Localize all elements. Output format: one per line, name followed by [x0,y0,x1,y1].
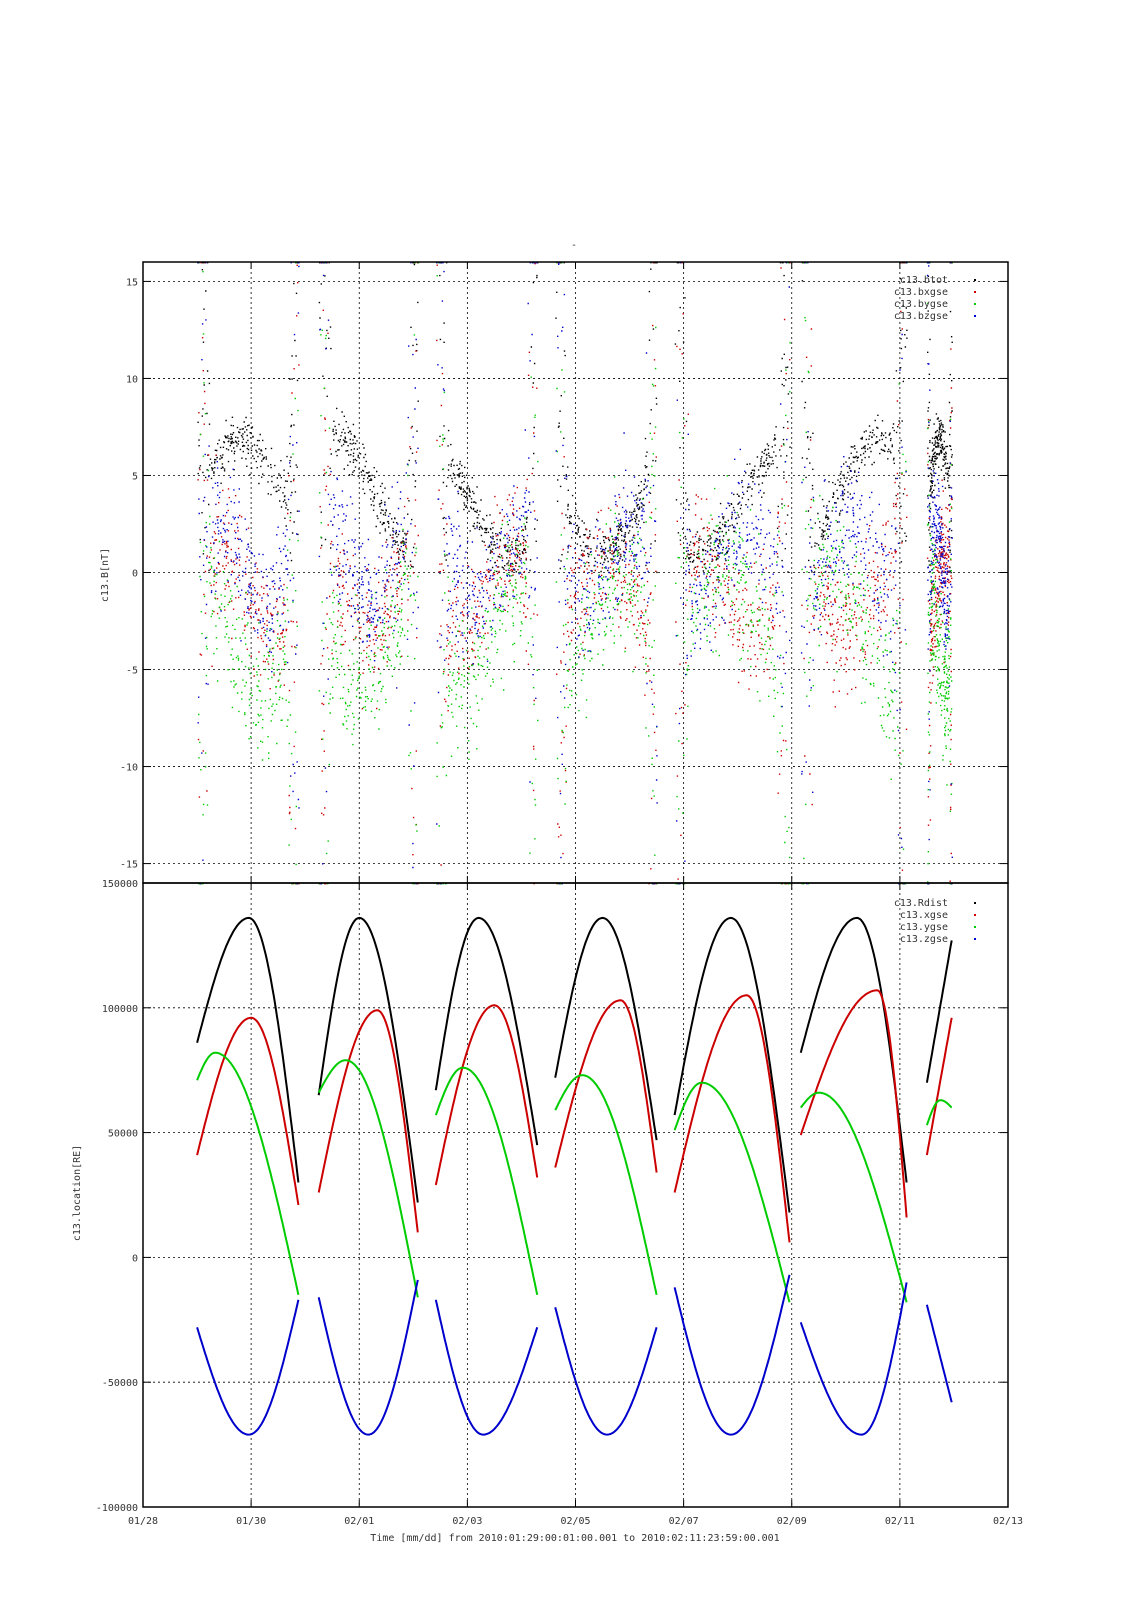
bottom-grid [143,883,1008,1507]
x-tick-label: 02/07 [669,1516,699,1527]
top-legend-label: c13.bxgse [894,287,948,298]
x-tick-label: 01/28 [128,1516,158,1527]
top-legend-label: c13.btot [900,275,948,286]
b-field-points [197,262,954,885]
bottom-legend-label: c13.xgse [900,910,948,921]
x-tick-label: 02/05 [560,1516,590,1527]
bottom-y-tick-label: -50000 [102,1378,138,1389]
x-tick-label: 02/13 [993,1516,1023,1527]
bottom-y-tick-label: 50000 [108,1129,138,1140]
top-y-tick-label: 10 [126,374,138,385]
top-legend-swatch [974,303,976,305]
top-legend-label: c13.bygse [894,299,948,310]
orbit-segment [317,1279,419,1436]
top-y-tick-label: 5 [132,471,138,482]
orbit-segment [196,1016,300,1206]
top-y-tick-label: -10 [120,763,138,774]
bottom-legend-swatch [974,938,976,940]
top-legend-swatch [974,291,976,293]
orbit-segment [317,916,419,1203]
x-axis-label: Time [mm/dd] from 2010:01:29:00:01:00.00… [370,1533,779,1544]
orbit-segment [196,1299,300,1436]
bottom-legend-label: c13.Rdist [894,898,948,909]
orbit-segment [925,1017,953,1156]
top-y-tick-label: -15 [120,860,138,871]
x-tick-label: 01/30 [236,1516,266,1527]
orbit-segment [799,989,908,1218]
bottom-legend-label: c13.zgse [900,934,948,945]
orbit-segment [434,1004,539,1186]
x-tick-label: 02/01 [344,1516,374,1527]
top-y-axis-label: c13.B[nT] [100,548,111,602]
x-tick-label: 02/09 [777,1516,807,1527]
orbit-segment [673,916,791,1213]
top-y-tick-label: 15 [126,277,138,288]
bottom-legend-swatch [974,926,976,928]
orbit-segment [673,994,791,1243]
orbit-segment [196,916,300,1183]
orbit-segment [434,1066,539,1295]
bottom-y-tick-label: 150000 [102,879,138,890]
bottom-y-axis-label: c13.location[RE] [72,1145,83,1241]
orbit-segment [434,916,539,1146]
orbit-segment [554,1307,658,1436]
orbit-segment [925,940,953,1083]
location-panel: 150000 100000 50000 0 -50000 -100000 c13.loca… [72,879,1009,1514]
orbit-segment [554,999,658,1173]
orbit-segment [196,1051,300,1296]
orbit-segment [799,1282,908,1436]
x-tick-label: 02/03 [452,1516,482,1527]
bottom-y-tick-label: 100000 [102,1004,138,1015]
orbit-segment [317,1009,419,1233]
top-y-ticks: 15 10 5 0 -5 -10 -15 [120,277,1008,871]
bottom-y-tick-label: -100000 [96,1503,138,1514]
chart-title: - [571,240,577,251]
series-c13-xgse [196,989,953,1243]
orbit-segment [434,1299,539,1436]
bottom-y-tick-label: 0 [132,1253,138,1264]
orbit-segment [799,1091,908,1303]
orbit-segment [925,1099,953,1126]
x-axis-ticks: 01/28 01/30 02/01 02/03 02/05 02/07 02/09 02/11… [128,262,1023,1527]
orbit-segment [554,1074,658,1296]
top-legend-swatch [974,279,976,281]
top-y-tick-label: -5 [126,666,138,677]
top-legend-swatch [974,315,976,317]
orbit-segment [554,916,658,1141]
series-c13-zgse [196,1274,953,1436]
series-c13-Rdist [196,916,953,1213]
bottom-legend-label: c13.ygse [900,922,948,933]
series-c13-ygse [196,1051,953,1303]
magnetic-field-panel: 15 10 5 0 -5 -10 -15 c13.B[nT] c13.btotc13.bxg… [100,261,1009,885]
top-grid [143,262,1008,883]
orbit-segment [925,1304,953,1403]
top-y-tick-label: 0 [132,569,138,580]
orbit-segment [799,916,908,1183]
top-legend-label: c13.bzgse [894,311,948,322]
bottom-legend-swatch [974,902,976,904]
bottom-legend-swatch [974,914,976,916]
orbit-segment [673,1274,791,1436]
series-c13-bzgse [197,262,954,885]
orbit-segment [673,1081,791,1303]
x-tick-label: 02/11 [885,1516,915,1527]
top-scatter-points [197,262,954,885]
orbit-segment [317,1059,419,1298]
bottom-y-ticks: 150000 100000 50000 0 -50000 -100000 [96,879,1008,1514]
bottom-scatter-points [196,916,953,1436]
